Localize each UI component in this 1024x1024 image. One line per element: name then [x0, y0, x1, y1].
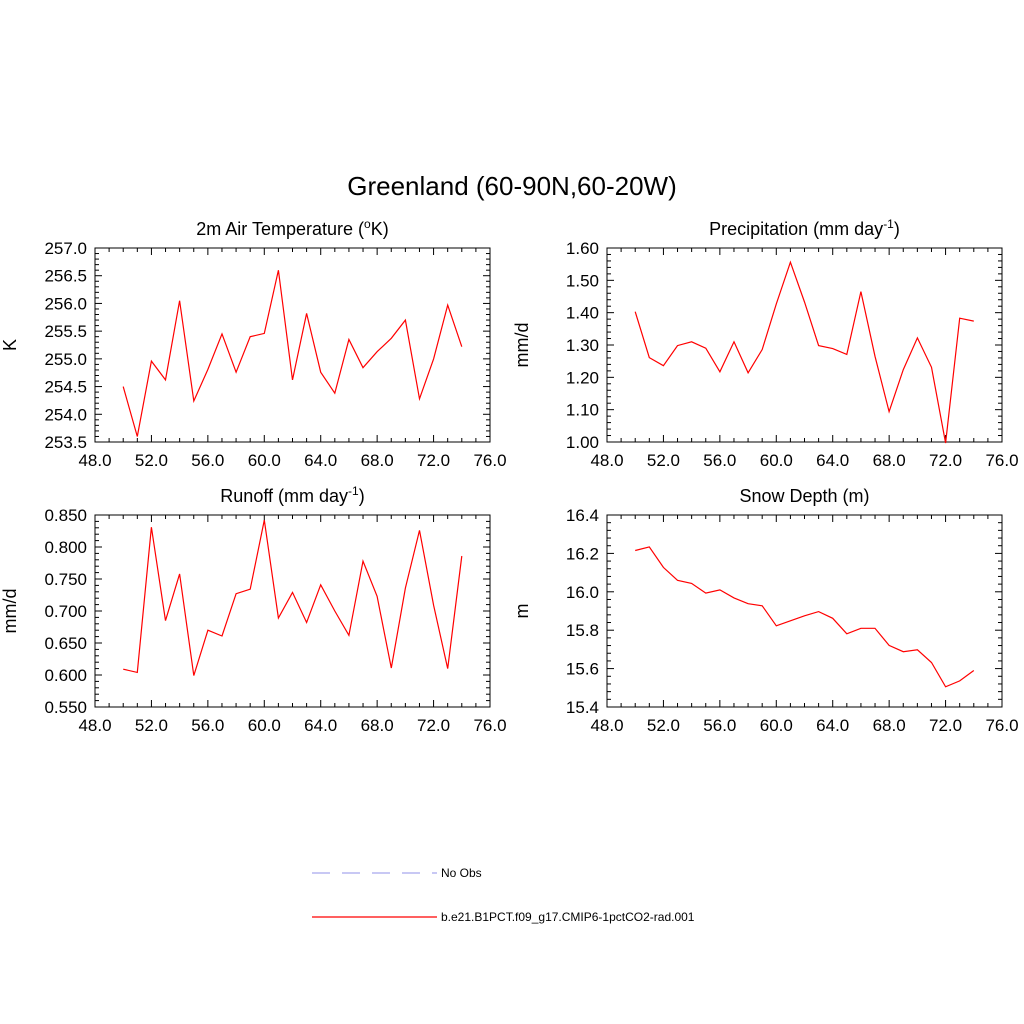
y-tick-label: 255.0: [44, 350, 87, 369]
panel-title-superscript: o: [364, 217, 371, 231]
y-tick-label: 0.600: [44, 666, 87, 685]
panel-title-tail: ): [894, 219, 900, 239]
panel-title-tail: ): [359, 486, 365, 506]
panel-title-tail: K): [371, 219, 389, 239]
x-tick-label: 64.0: [816, 451, 849, 470]
y-axis-label: K: [0, 339, 20, 351]
plot-frame: [606, 247, 1003, 443]
y-tick-label: 257.0: [44, 239, 87, 258]
panel-title-text: Snow Depth (m): [739, 486, 869, 506]
x-tick-label: 60.0: [248, 716, 281, 735]
y-tick-label: 0.800: [44, 538, 87, 557]
y-tick-label: 1.60: [566, 239, 599, 258]
x-tick-label: 48.0: [78, 716, 111, 735]
y-tick-label: 16.0: [566, 583, 599, 602]
panel-title-text: Runoff (mm day: [220, 486, 348, 506]
x-tick-label: 76.0: [473, 451, 506, 470]
y-tick-label: 15.4: [566, 698, 599, 717]
x-tick-label: 68.0: [361, 451, 394, 470]
y-tick-label: 253.5: [44, 433, 87, 452]
series-line: [122, 270, 463, 437]
y-tick-label: 1.30: [566, 336, 599, 355]
panel-title: Runoff (mm day-1): [220, 484, 364, 506]
x-tick-label: 76.0: [473, 716, 506, 735]
y-tick-label: 0.650: [44, 634, 87, 653]
x-tick-label: 56.0: [191, 451, 224, 470]
legend-label: No Obs: [441, 866, 482, 880]
x-tick-label: 72.0: [417, 716, 450, 735]
legend: No Obs b.e21.B1PCT.f09_g17.CMIP6-1pctCO2-…: [312, 866, 695, 924]
x-tick-label: 72.0: [929, 451, 962, 470]
x-tick-label: 60.0: [760, 716, 793, 735]
x-tick-label: 72.0: [417, 451, 450, 470]
legend-label: b.e21.B1PCT.f09_g17.CMIP6-1pctCO2-rad.00…: [441, 910, 695, 924]
y-tick-label: 254.5: [44, 378, 87, 397]
x-tick-label: 60.0: [760, 451, 793, 470]
x-tick-label: 72.0: [929, 716, 962, 735]
y-tick-label: 1.00: [566, 433, 599, 452]
y-tick-label: 0.700: [44, 602, 87, 621]
x-tick-label: 48.0: [78, 451, 111, 470]
y-axis-label: mm/d: [512, 323, 532, 368]
figure-title: Greenland (60-90N,60-20W): [347, 171, 677, 201]
series-line: [635, 546, 975, 688]
x-tick-label: 64.0: [816, 716, 849, 735]
x-tick-label: 64.0: [304, 716, 337, 735]
panel-title: Precipitation (mm day-1): [709, 217, 900, 239]
y-tick-label: 254.0: [44, 405, 87, 424]
series-line: [123, 519, 463, 676]
x-tick-label: 52.0: [647, 451, 680, 470]
x-tick-label: 68.0: [873, 716, 906, 735]
x-tick-label: 76.0: [985, 451, 1018, 470]
chart-panels: 2m Air Temperature (oK)48.0 52.0 56.0 60.0 6…: [0, 217, 1019, 735]
y-axis-label: m: [512, 604, 532, 619]
plot-frame: [94, 247, 491, 443]
x-tick-label: 48.0: [590, 451, 623, 470]
y-tick-label: 0.750: [44, 570, 87, 589]
y-tick-label: 256.5: [44, 267, 87, 286]
y-axis-label: mm/d: [0, 589, 20, 634]
y-tick-label: 0.850: [44, 506, 87, 525]
x-tick-label: 52.0: [135, 716, 168, 735]
x-tick-label: 48.0: [590, 716, 623, 735]
panel-title-superscript: -1: [348, 484, 359, 498]
x-tick-label: 56.0: [191, 716, 224, 735]
panel-title: 2m Air Temperature (oK): [196, 217, 388, 239]
y-tick-label: 0.550: [44, 698, 87, 717]
x-tick-label: 68.0: [873, 451, 906, 470]
panel-title-text: 2m Air Temperature (: [196, 219, 364, 239]
legend-item: No Obs: [312, 866, 482, 880]
panel-precipitation: Precipitation (mm day-1) 48.0 52.0 56.0 60.0…: [512, 217, 1019, 470]
x-tick-label: 64.0: [304, 451, 337, 470]
legend-item: b.e21.B1PCT.f09_g17.CMIP6-1pctCO2-rad.00…: [312, 910, 695, 924]
y-tick-label: 16.2: [566, 544, 599, 563]
y-tick-label: 1.40: [566, 304, 599, 323]
panel-title-superscript: -1: [883, 217, 894, 231]
x-tick-label: 56.0: [703, 716, 736, 735]
x-tick-label: 60.0: [248, 451, 281, 470]
x-tick-label: 52.0: [135, 451, 168, 470]
panel-temperature: 2m Air Temperature (oK) 48.0 52.0 56.0 60.0 6…: [0, 217, 507, 470]
plot-frame: [606, 514, 1003, 708]
y-tick-label: 16.4: [566, 506, 599, 525]
y-tick-label: 1.20: [566, 368, 599, 387]
panel-title-text: Precipitation (mm day: [709, 219, 883, 239]
y-tick-label: 15.6: [566, 660, 599, 679]
panel-runoff: Runoff (mm day-1) 48.0 52.0 56.0 60.0 64.0 68.…: [0, 484, 507, 735]
y-tick-label: 256.0: [44, 294, 87, 313]
panel-snow-depth: Snow Depth (m) 48.0 52.0 56.0 60.0 64.0 68.0 72…: [512, 486, 1019, 735]
y-tick-label: 255.5: [44, 322, 87, 341]
y-tick-label: 1.10: [566, 401, 599, 420]
panel-title: Snow Depth (m): [739, 486, 869, 506]
x-tick-label: 68.0: [361, 716, 394, 735]
series-line: [634, 260, 974, 444]
x-tick-label: 52.0: [647, 716, 680, 735]
y-tick-label: 1.50: [566, 271, 599, 290]
y-tick-label: 15.8: [566, 621, 599, 640]
x-tick-label: 56.0: [703, 451, 736, 470]
x-tick-label: 76.0: [985, 716, 1018, 735]
